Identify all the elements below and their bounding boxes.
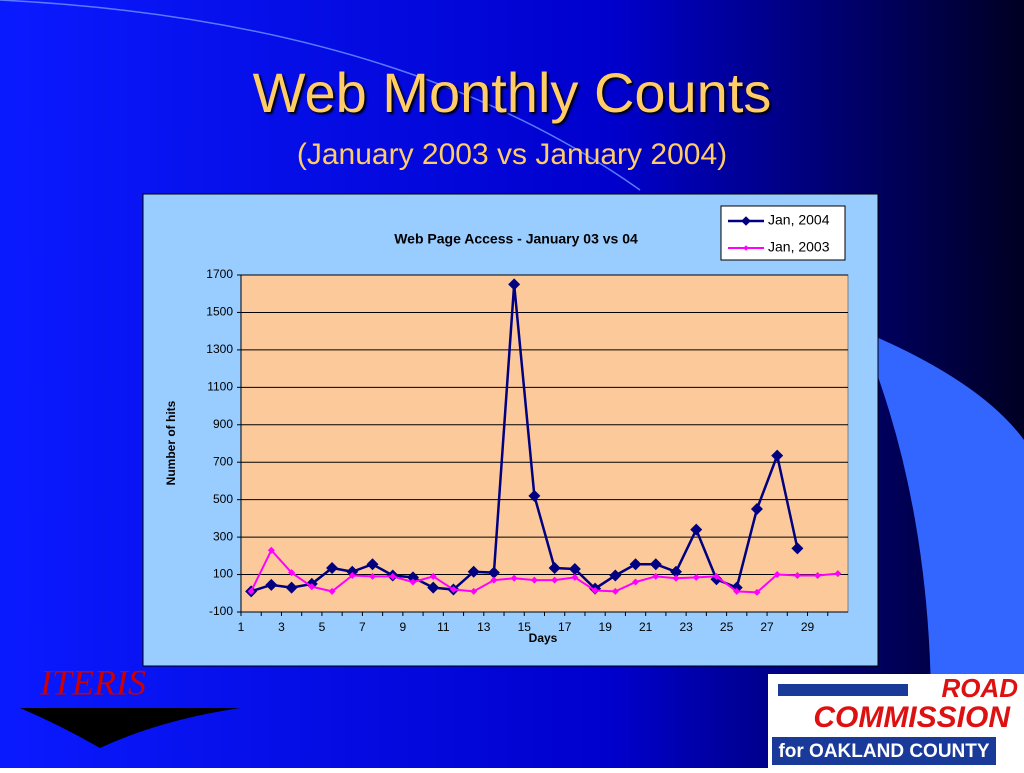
- point-marker: [267, 546, 275, 554]
- x-tick-label: 11: [437, 620, 450, 634]
- slide-subtitle: (January 2003 vs January 2004): [297, 138, 727, 171]
- y-tick-label: 300: [213, 529, 233, 543]
- x-tick-label: 25: [720, 620, 734, 634]
- road-logo-line: ROAD: [941, 673, 1018, 703]
- point-marker: [528, 489, 541, 502]
- y-tick-label: 1300: [206, 342, 233, 356]
- x-tick-label: 15: [518, 620, 532, 634]
- iteris-swoosh: [20, 708, 240, 748]
- point-marker: [773, 571, 781, 579]
- point-marker: [548, 562, 561, 575]
- point-marker: [629, 558, 642, 571]
- series-line: [250, 284, 799, 593]
- point-marker: [692, 573, 700, 581]
- point-marker: [369, 572, 377, 580]
- slide-title: Web Monthly Counts: [253, 61, 772, 124]
- swoosh-line: [0, 0, 641, 191]
- point-marker: [326, 562, 339, 575]
- legend-label: Jan, 2003: [768, 239, 830, 255]
- x-tick-label: 21: [639, 620, 653, 634]
- y-tick-label: 1700: [206, 267, 233, 281]
- swoosh: [860, 330, 1024, 768]
- x-tick-label: 3: [278, 620, 285, 634]
- point-marker: [508, 278, 521, 291]
- x-tick-label: 5: [319, 620, 326, 634]
- y-tick-label: -100: [209, 604, 233, 618]
- point-marker: [750, 503, 763, 516]
- point-marker: [690, 523, 703, 536]
- y-tick-label: 100: [213, 567, 233, 581]
- point-marker: [753, 588, 761, 596]
- point-marker: [568, 562, 581, 575]
- point-marker: [530, 576, 538, 584]
- point-marker: [467, 565, 480, 578]
- y-tick-label: 500: [213, 492, 233, 506]
- point-marker: [288, 569, 296, 577]
- point-marker: [409, 578, 417, 586]
- point-marker: [670, 565, 683, 578]
- y-tick-label: 1500: [206, 305, 233, 319]
- y-axis-label: Number of hits: [164, 400, 178, 485]
- road-logo-line: for OAKLAND COUNTY: [778, 741, 989, 762]
- y-tick-label: 1100: [207, 380, 233, 394]
- point-marker: [470, 587, 478, 595]
- x-tick-label: 13: [477, 620, 491, 634]
- point-marker: [308, 583, 316, 591]
- point-marker: [487, 566, 500, 579]
- point-marker: [672, 574, 680, 582]
- point-marker: [427, 581, 440, 594]
- point-marker: [265, 578, 278, 591]
- legend: [720, 205, 846, 261]
- point-marker: [771, 449, 784, 462]
- point-marker: [328, 587, 336, 595]
- point-marker: [632, 578, 640, 586]
- point-marker: [791, 542, 804, 555]
- point-marker: [571, 573, 579, 581]
- point-marker: [652, 572, 660, 580]
- point-marker: [449, 586, 457, 594]
- point-marker: [429, 572, 437, 580]
- point-marker: [490, 576, 498, 584]
- point-marker: [733, 587, 741, 595]
- point-marker: [814, 571, 822, 579]
- x-tick-label: 1: [238, 620, 245, 634]
- x-tick-label: 7: [359, 620, 366, 634]
- x-tick-label: 9: [400, 620, 407, 634]
- point-marker: [247, 587, 255, 595]
- point-marker: [712, 572, 720, 580]
- point-marker: [348, 571, 356, 579]
- chart-title: Web Page Access - January 03 vs 04: [394, 231, 638, 247]
- point-marker: [591, 586, 599, 594]
- y-tick-label: 700: [213, 454, 233, 468]
- x-tick-label: 23: [679, 620, 693, 634]
- series-line: [250, 548, 838, 594]
- y-tick-label: 900: [213, 417, 233, 431]
- point-marker: [793, 571, 801, 579]
- road-logo-line: COMMISSION: [813, 701, 1011, 734]
- x-tick-label: 29: [801, 620, 815, 634]
- iteris-logo: ITERIS: [39, 662, 146, 702]
- x-tick-label: 19: [599, 620, 613, 634]
- point-marker: [366, 558, 379, 571]
- point-marker: [609, 569, 622, 582]
- point-marker: [834, 570, 842, 578]
- legend-marker: [743, 245, 749, 251]
- point-marker: [551, 576, 559, 584]
- point-marker: [389, 572, 397, 580]
- plot-area: [240, 274, 849, 613]
- point-marker: [649, 558, 662, 571]
- legend-marker: [741, 216, 751, 226]
- point-marker: [510, 574, 518, 582]
- road-logo-bar: [778, 684, 908, 696]
- legend-label: Jan, 2004: [768, 212, 830, 228]
- road-logo-bar: [772, 737, 996, 765]
- x-axis-label: Days: [529, 631, 558, 645]
- x-tick-label: 27: [760, 620, 774, 634]
- point-marker: [285, 581, 298, 594]
- x-tick-label: 17: [558, 620, 572, 634]
- point-marker: [611, 587, 619, 595]
